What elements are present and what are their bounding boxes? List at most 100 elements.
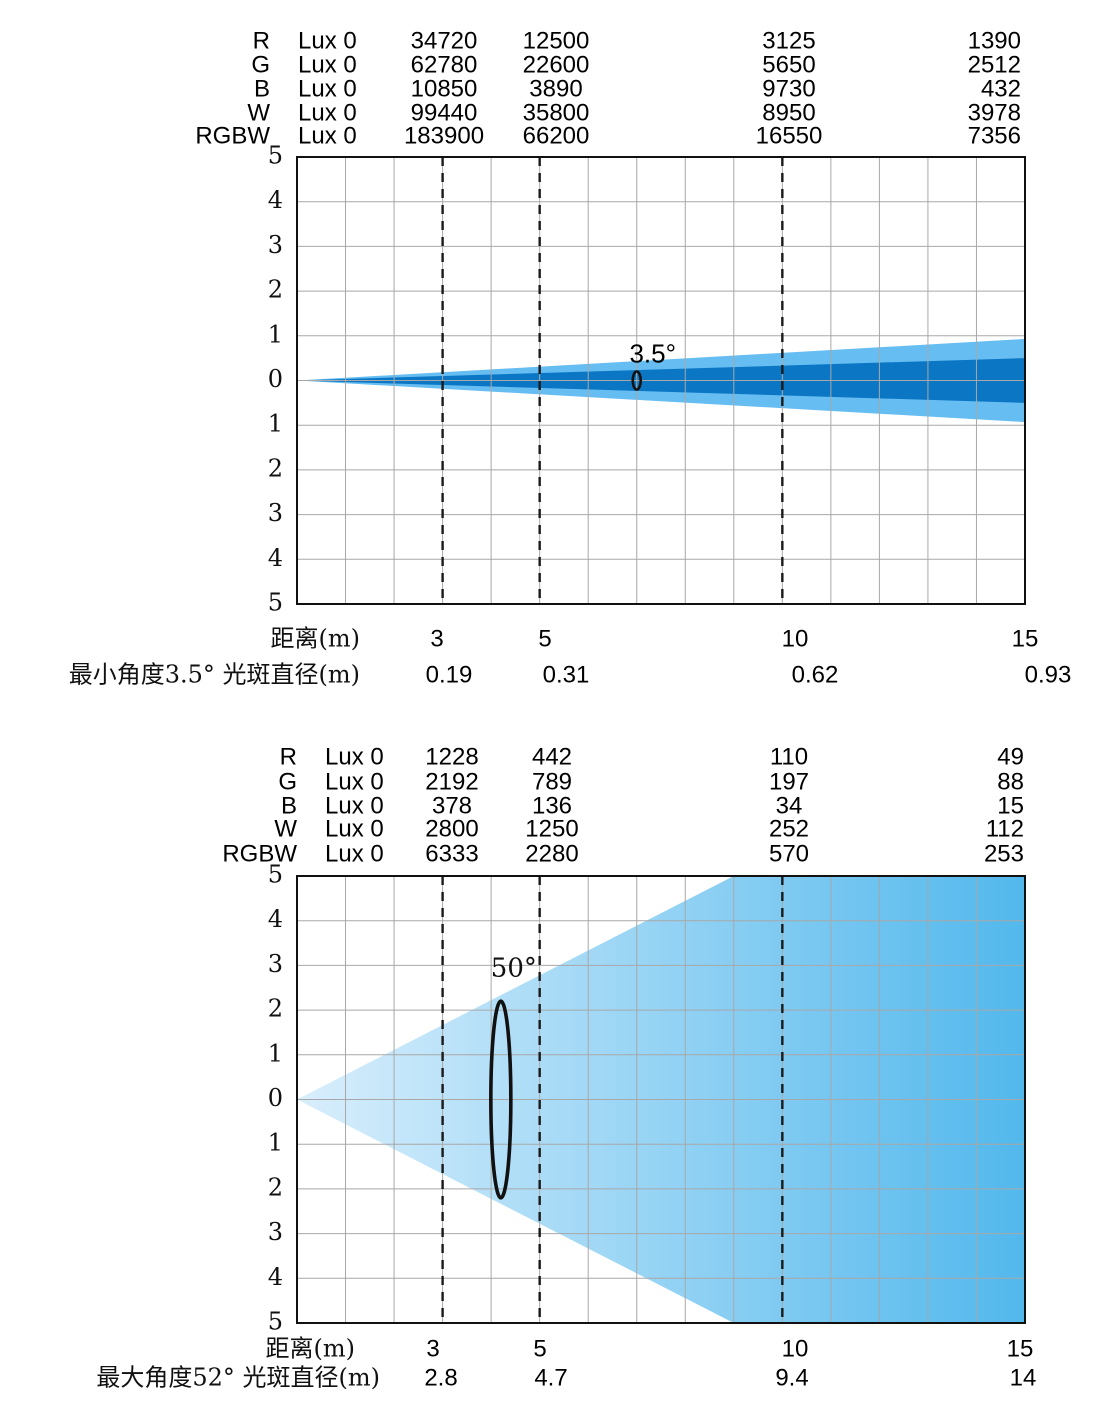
y-tick-label: 4 [268, 544, 283, 572]
lux-value: 1390 [968, 27, 1021, 54]
plot-frame [296, 156, 1026, 605]
lux-value: 34720 [411, 27, 478, 54]
lux-value: 110 [770, 743, 808, 770]
spot-diameter-value: 0.62 [792, 661, 839, 688]
lux-row-unit: Lux 0 [298, 122, 357, 149]
lux-value: 9730 [762, 75, 815, 102]
lux-row-unit: Lux 0 [325, 840, 384, 867]
lux-value: 22600 [523, 51, 590, 78]
lux-value: 2512 [968, 51, 1021, 78]
beam-spot-ellipse [489, 999, 513, 1200]
lux-row-unit: Lux 0 [325, 768, 384, 795]
lux-value: 2192 [425, 768, 478, 795]
lux-row-name: G [278, 768, 297, 795]
lux-row-unit: Lux 0 [298, 99, 357, 126]
y-tick-label: 3 [268, 231, 283, 259]
lux-value: 35800 [523, 99, 590, 126]
distance-value: 5 [533, 1335, 546, 1362]
lux-value: 2280 [525, 840, 578, 867]
spot-diameter-label: 最大角度52° 光斑直径(m) [96, 1364, 380, 1392]
beam-angle-label: 50° [491, 954, 537, 984]
spot-diameter-value: 0.31 [543, 661, 590, 688]
distance-value: 15 [1007, 1335, 1034, 1362]
lux-row-name: G [251, 51, 270, 78]
lux-value: 99440 [411, 99, 478, 126]
y-tick-label: 3 [268, 1218, 283, 1246]
lux-value: 15 [997, 792, 1024, 819]
y-tick-label: 4 [268, 186, 283, 214]
lux-value: 1250 [525, 815, 578, 842]
y-tick-label: 0 [268, 365, 283, 393]
lux-value: 7356 [968, 122, 1021, 149]
lux-row-unit: Lux 0 [325, 743, 384, 770]
y-tick-label: 5 [268, 861, 283, 889]
distance-value: 15 [1012, 625, 1039, 652]
lux-row-name: RGBW [195, 122, 270, 149]
distance-label: 距离(m) [271, 625, 360, 653]
lux-value: 3890 [529, 75, 582, 102]
y-tick-label: 3 [268, 950, 283, 978]
distance-value: 3 [426, 1335, 439, 1362]
spot-diameter-value: 0.93 [1025, 661, 1072, 688]
lux-value: 2800 [425, 815, 478, 842]
y-tick-label: 1 [268, 320, 283, 348]
lux-row-unit: Lux 0 [325, 792, 384, 819]
lux-row-unit: Lux 0 [325, 815, 384, 842]
spot-diameter-value: 9.4 [775, 1364, 808, 1391]
lux-value: 442 [532, 743, 572, 770]
distance-value: 10 [782, 625, 809, 652]
wide-beam-chart: R Lux 0 1228 442 110 49G Lux 0 2192 789 197 88B Lux… [96, 743, 1036, 1391]
spot-diameter-value: 14 [1010, 1364, 1037, 1391]
y-tick-label: 5 [268, 589, 283, 617]
lux-value: 432 [981, 75, 1021, 102]
lux-value: 62780 [411, 51, 478, 78]
lux-value: 3978 [968, 99, 1021, 126]
y-tick-label: 4 [268, 905, 283, 933]
distance-label: 距离(m) [266, 1335, 355, 1363]
lux-row-name: B [254, 75, 270, 102]
y-tick-label: 3 [268, 499, 283, 527]
lux-value: 16550 [756, 122, 823, 149]
lux-value: 5650 [762, 51, 815, 78]
y-tick-label: 4 [268, 1263, 283, 1291]
lux-row-name: W [247, 99, 270, 126]
lux-value: 8950 [762, 99, 815, 126]
lux-value: 183900 [404, 122, 484, 149]
y-tick-label: 1 [268, 1129, 283, 1157]
lux-value: 34 [776, 792, 803, 819]
lux-row-name: B [281, 792, 297, 819]
lux-row-unit: Lux 0 [298, 75, 357, 102]
distance-value: 10 [782, 1335, 809, 1362]
y-tick-label: 0 [268, 1084, 283, 1112]
lux-value: 6333 [425, 840, 478, 867]
lux-row-name: R [280, 743, 297, 770]
lux-row-name: W [274, 815, 297, 842]
y-tick-label: 2 [268, 454, 283, 482]
y-tick-label: 1 [268, 410, 283, 438]
distance-value: 5 [538, 625, 551, 652]
lux-row-unit: Lux 0 [298, 27, 357, 54]
lux-value: 10850 [411, 75, 478, 102]
spot-diameter-value: 4.7 [534, 1364, 567, 1391]
lux-value: 197 [769, 768, 809, 795]
y-tick-label: 2 [268, 995, 283, 1023]
spot-diameter-label: 最小角度3.5° 光斑直径(m) [69, 661, 360, 689]
lux-value: 66200 [523, 122, 590, 149]
y-tick-label: 2 [268, 1173, 283, 1201]
spot-diameter-value: 0.19 [426, 661, 473, 688]
lux-value: 136 [532, 792, 572, 819]
beam-angle-label: 3.5° [629, 338, 676, 368]
y-tick-label: 2 [268, 276, 283, 304]
lux-value: 252 [769, 815, 809, 842]
lux-row-name: RGBW [222, 840, 297, 867]
y-tick-label: 5 [268, 142, 283, 170]
lux-value: 789 [532, 768, 572, 795]
distance-value: 3 [430, 625, 443, 652]
lux-value: 3125 [762, 27, 815, 54]
lux-value: 378 [432, 792, 472, 819]
lux-value: 49 [997, 743, 1024, 770]
lux-row-name: R [253, 27, 270, 54]
